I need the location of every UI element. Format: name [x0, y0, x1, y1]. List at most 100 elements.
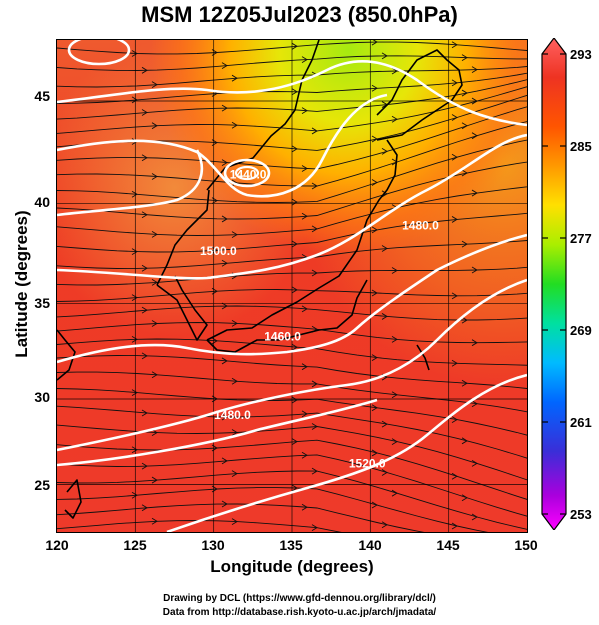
streamline-arrow: [291, 145, 298, 153]
streamline-arrow: [301, 451, 308, 459]
streamline-arrow: [301, 363, 308, 371]
coastlines: [57, 40, 463, 519]
streamline-arrow: [381, 52, 388, 60]
streamline-arrow: [381, 245, 388, 252]
map-plot: 1480.0 1500.0 1440.0 1460.0 1480.0 1520.0: [57, 40, 527, 532]
streamline-arrow: [311, 182, 318, 190]
contour-label: 1500.0: [200, 244, 237, 258]
streamline-arrow: [221, 259, 228, 267]
streamline-arrow: [371, 40, 378, 46]
streamline-arrow: [141, 306, 148, 314]
credit-data: Data from http://database.rish.kyoto-u.a…: [162, 607, 437, 618]
streamline-arrow: [381, 190, 388, 198]
x-tick-145: 145: [436, 537, 460, 553]
streamline-arrow: [141, 352, 148, 360]
streamline-arrow: [311, 225, 318, 233]
streamline-arrow: [151, 476, 158, 484]
streamline-arrow: [141, 154, 148, 162]
y-axis-label: Latitude (degrees): [12, 210, 31, 358]
streamline: [57, 355, 527, 389]
y-tick-25: 25: [34, 477, 50, 493]
credit-drawing: Drawing by DCL (https://www.gfd-dennou.o…: [163, 593, 436, 604]
contour-label: 1440.0: [230, 168, 267, 182]
streamline-arrow: [291, 343, 298, 351]
streamline-arrow: [151, 517, 158, 525]
streamline-arrow: [221, 413, 228, 421]
streamline-arrow: [141, 462, 148, 470]
streamline-arrow: [231, 179, 238, 187]
streamline-arrow: [451, 292, 458, 300]
x-tick-130: 130: [201, 537, 225, 553]
streamline: [57, 405, 527, 459]
x-tick-135: 135: [279, 537, 303, 553]
x-tick-120: 120: [45, 537, 69, 553]
streamline-arrow: [291, 88, 298, 96]
streamline-arrow: [221, 159, 228, 166]
streamline-arrow: [471, 66, 478, 74]
streamline-arrow: [131, 389, 138, 396]
colorbar: [541, 38, 567, 530]
streamline: [57, 79, 527, 120]
streamline-arrow: [451, 359, 458, 367]
streamline-arrow: [451, 472, 458, 480]
contour-label: 1480.0: [402, 218, 439, 232]
streamline-arrow: [301, 212, 308, 220]
streamline-arrow: [221, 357, 228, 365]
streamline: [57, 424, 527, 481]
streamline-arrow: [151, 429, 158, 436]
streamline-arrow: [451, 114, 458, 121]
streamline-arrow: [471, 266, 478, 274]
streamline-arrow: [381, 469, 388, 476]
streamline-arrow: [221, 62, 228, 69]
streamline-arrow: [391, 391, 398, 399]
streamline-arrow: [371, 226, 378, 234]
streamline-arrow: [301, 410, 308, 418]
streamline-arrow: [461, 437, 468, 445]
streamline-arrow: [131, 335, 138, 343]
streamline-arrow: [231, 429, 238, 436]
streamline-arrow: [131, 50, 138, 57]
streamline-arrow: [471, 460, 478, 467]
streamline-arrow: [291, 438, 298, 446]
streamline-arrow: [391, 67, 398, 75]
streamline-arrow: [231, 74, 238, 82]
colorbar-tick-293: 293: [570, 47, 592, 62]
streamline-arrow: [291, 286, 298, 294]
colorbar-tick-269: 269: [570, 323, 592, 338]
streamline-arrow: [291, 396, 298, 404]
streamline-arrow: [131, 446, 138, 454]
streamline-arrow: [471, 513, 478, 521]
x-tick-150: 150: [514, 537, 538, 553]
streamline: [57, 470, 527, 530]
streamline-arrow: [131, 96, 138, 104]
streamline: [57, 106, 527, 170]
streamline-arrow: [451, 41, 458, 49]
chart-title: MSM 12Z05Jul2023 (850.0hPa): [141, 2, 458, 27]
streamline-arrow: [391, 438, 398, 445]
streamline-arrow: [301, 503, 308, 511]
streamline-arrow: [141, 211, 148, 219]
streamline-arrow: [391, 115, 398, 123]
contour-label: 1520.0: [349, 457, 386, 471]
streamline-arrow: [461, 169, 468, 177]
streamline-arrow: [311, 127, 318, 135]
streamline-arrow: [451, 416, 458, 424]
x-axis-label: Longitude (degrees): [210, 557, 374, 576]
colorbar-tick-277: 277: [570, 231, 592, 246]
plot-frame: [56, 39, 528, 533]
streamline-arrow: [141, 409, 148, 417]
streamline-arrow: [151, 173, 158, 180]
streamline-arrow: [371, 404, 378, 412]
streamline-arrow: [461, 379, 468, 387]
streamline-arrow: [221, 457, 228, 465]
streamline: [57, 55, 527, 71]
contour-labels: 1480.0 1500.0 1440.0 1460.0 1480.0 1520.0: [200, 168, 439, 471]
streamline: [57, 520, 342, 532]
streamline-arrow: [231, 518, 238, 526]
streamline-arrow: [451, 79, 458, 87]
streamline-arrow: [151, 278, 158, 286]
streamline: [57, 240, 527, 269]
x-tick-140: 140: [358, 537, 382, 553]
streamline: [57, 503, 425, 532]
y-tick-30: 30: [34, 389, 50, 405]
